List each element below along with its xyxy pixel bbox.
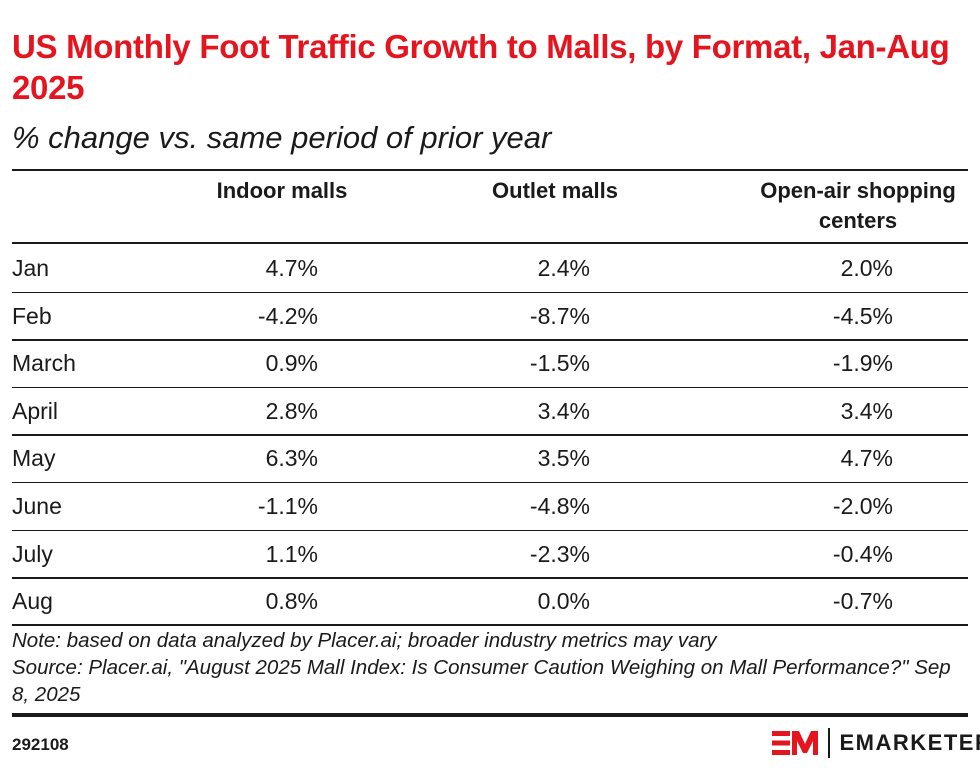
row-divider xyxy=(12,339,968,341)
em-logo-icon xyxy=(772,731,818,755)
top-rule xyxy=(12,169,968,171)
cell-value: -0.4% xyxy=(832,540,893,567)
table-bottom-rule xyxy=(12,624,968,626)
row-label: March xyxy=(12,350,76,377)
table-row: Aug 0.8% 0.0% -0.7% xyxy=(0,577,980,625)
cell-value: 1.1% xyxy=(265,540,318,567)
table-row: Jan 4.7% 2.4% 2.0% xyxy=(0,244,980,293)
emarketer-logo: EMARKETER xyxy=(772,727,980,759)
row-label: June xyxy=(12,493,62,519)
row-divider xyxy=(12,434,968,436)
row-divider xyxy=(12,386,968,389)
cell-value: -2.0% xyxy=(832,493,893,519)
table-row: June -1.1% -4.8% -2.0% xyxy=(0,482,980,531)
header-indoor-malls: Indoor malls xyxy=(216,178,348,203)
footer-rule xyxy=(12,713,968,717)
chart-title: US Monthly Foot Traffic Growth to Malls,… xyxy=(12,28,950,106)
table-row: July 1.1% -2.3% -0.4% xyxy=(0,530,980,579)
row-label: Feb xyxy=(12,302,52,329)
table-row: April 2.8% 3.4% 3.4% xyxy=(0,387,980,436)
row-divider xyxy=(12,529,968,531)
cell-value: 0.8% xyxy=(265,588,318,615)
cell-value: -1.1% xyxy=(257,493,318,519)
cell-value: 6.3% xyxy=(265,445,318,472)
logo-divider xyxy=(828,728,830,758)
cell-value: -2.3% xyxy=(529,540,590,567)
cell-value: 2.0% xyxy=(840,255,893,281)
header-outlet-malls: Outlet malls xyxy=(492,178,618,203)
table-row: May 6.3% 3.5% 4.7% xyxy=(0,434,980,484)
header-rule xyxy=(12,242,968,244)
cell-value: -1.5% xyxy=(529,350,590,377)
row-label: May xyxy=(12,445,56,472)
cell-value: -4.8% xyxy=(529,493,590,519)
cell-value: 3.4% xyxy=(537,397,590,424)
row-label: Jan xyxy=(12,255,50,281)
cell-value: 3.5% xyxy=(537,445,590,472)
brand-name: EMARKETER xyxy=(839,730,980,755)
cell-value: 3.4% xyxy=(840,397,893,424)
source-text: Source: Placer.ai, "August 2025 Mall Ind… xyxy=(12,656,951,706)
cell-value: -4.5% xyxy=(832,302,893,329)
chart-subtitle: % change vs. same period of prior year xyxy=(12,120,552,155)
cell-value: -8.7% xyxy=(529,302,590,329)
cell-value: -0.7% xyxy=(832,588,893,615)
header-open-air: Open-air shopping centers xyxy=(760,178,956,233)
table-row: Feb -4.2% -8.7% -4.5% xyxy=(0,292,980,341)
row-divider xyxy=(12,291,968,293)
row-divider xyxy=(12,577,968,579)
cell-value: 4.7% xyxy=(265,255,318,281)
cell-value: -4.2% xyxy=(257,302,318,329)
chart-id: 292108 xyxy=(12,735,69,754)
row-label: Aug xyxy=(12,588,53,615)
cell-value: 4.7% xyxy=(840,445,893,472)
row-label: April xyxy=(12,397,59,424)
cell-value: 0.0% xyxy=(537,588,590,615)
table-row: March 0.9% -1.5% -1.9% xyxy=(0,339,980,389)
note-text: Note: based on data analyzed by Placer.a… xyxy=(12,629,717,652)
cell-value: 2.4% xyxy=(537,255,590,281)
cell-value: 2.8% xyxy=(265,397,318,424)
row-divider xyxy=(12,481,968,484)
row-label: July xyxy=(12,540,53,567)
cell-value: -1.9% xyxy=(832,350,893,377)
cell-value: 0.9% xyxy=(265,350,318,377)
